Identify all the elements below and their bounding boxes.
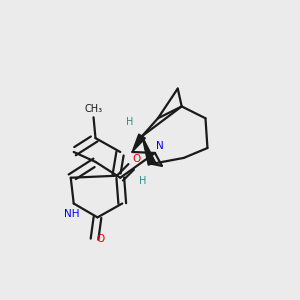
Text: CH₃: CH₃ [85, 104, 103, 114]
Text: H: H [139, 176, 146, 186]
Text: NH: NH [64, 209, 80, 219]
Text: H: H [126, 117, 134, 127]
Polygon shape [132, 134, 146, 152]
Text: N: N [156, 142, 164, 152]
Polygon shape [142, 136, 156, 165]
Text: O: O [133, 154, 141, 164]
Text: O: O [96, 234, 104, 244]
